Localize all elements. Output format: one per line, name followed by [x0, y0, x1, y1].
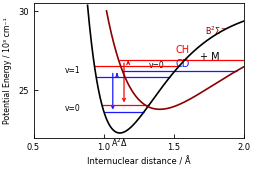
- Text: v=0: v=0: [65, 104, 81, 113]
- Y-axis label: Potential Energy / 10³ cm⁻¹: Potential Energy / 10³ cm⁻¹: [4, 17, 12, 124]
- Text: v=1: v=1: [65, 66, 81, 75]
- Text: CH: CH: [175, 45, 189, 55]
- X-axis label: Internuclear distance / Å: Internuclear distance / Å: [87, 157, 190, 167]
- Text: v=0: v=0: [149, 61, 164, 70]
- Text: + M: + M: [200, 52, 219, 62]
- Text: A$^2\Delta$: A$^2\Delta$: [112, 137, 128, 149]
- Text: B$^2\Sigma^-$: B$^2\Sigma^-$: [205, 24, 226, 37]
- Text: CD: CD: [175, 59, 189, 69]
